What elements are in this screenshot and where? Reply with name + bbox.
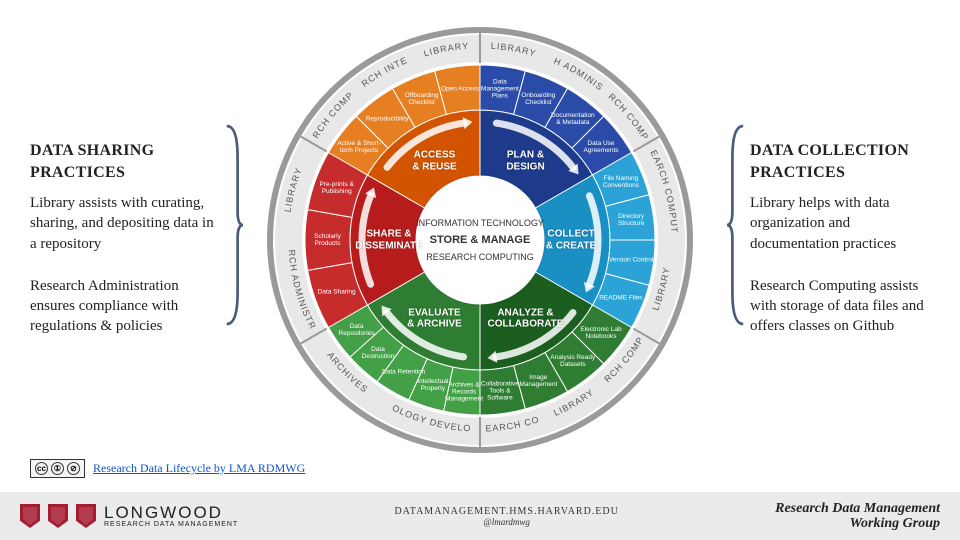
left-title: DATA SHARING PRACTICES (30, 140, 220, 183)
left-annotation: DATA SHARING PRACTICES Library assists w… (30, 140, 220, 359)
footer-url: DATAMANAGEMENT.HMS.HARVARD.EDU (394, 506, 618, 517)
center-top: INFORMATION TECHNOLOGY (416, 218, 544, 228)
right-annotation: DATA COLLECTION PRACTICES Library helps … (750, 140, 940, 359)
longwood-small: RESEARCH DATA MANAGEMENT (104, 521, 238, 528)
longwood-big: LONGWOOD (104, 504, 238, 521)
cc-badge-icon: cc①⊘ (30, 459, 85, 478)
cc-attribution: cc①⊘ Research Data Lifecycle by LMA RDMW… (30, 459, 305, 478)
shield-icon (76, 504, 96, 528)
footer-right-2: Working Group (775, 516, 940, 531)
right-bracket-icon (727, 110, 745, 340)
longwood-logo: LONGWOOD RESEARCH DATA MANAGEMENT (104, 504, 238, 528)
footer-left: LONGWOOD RESEARCH DATA MANAGEMENT (20, 504, 238, 528)
right-title: DATA COLLECTION PRACTICES (750, 140, 940, 183)
footer-handle: @lmardmwg (394, 517, 618, 527)
left-p1: Library assists with curating, sharing, … (30, 193, 220, 254)
center-mid: STORE & MANAGE (430, 234, 531, 246)
right-p2: Research Computing assists with storage … (750, 276, 940, 337)
lifecycle-wheel: LIBRARYRESEARCH ADMINISTRATIONRESEARCH C… (260, 20, 700, 460)
footer-right: Research Data Management Working Group (775, 501, 940, 532)
main-content: DATA SHARING PRACTICES Library assists w… (0, 0, 960, 480)
center-hub: INFORMATION TECHNOLOGY STORE & MANAGE RE… (416, 176, 544, 304)
shield-icon (20, 504, 40, 528)
footer-right-1: Research Data Management (775, 501, 940, 516)
footer-center: DATAMANAGEMENT.HMS.HARVARD.EDU @lmardmwg (394, 506, 618, 527)
center-bot: RESEARCH COMPUTING (426, 252, 534, 262)
right-p1: Library helps with data organization and… (750, 193, 940, 254)
left-p2: Research Administration ensures complian… (30, 276, 220, 337)
left-bracket-icon (225, 110, 243, 340)
shield-icon (48, 504, 68, 528)
cc-link[interactable]: Research Data Lifecycle by LMA RDMWG (93, 461, 305, 476)
footer: LONGWOOD RESEARCH DATA MANAGEMENT DATAMA… (0, 492, 960, 540)
